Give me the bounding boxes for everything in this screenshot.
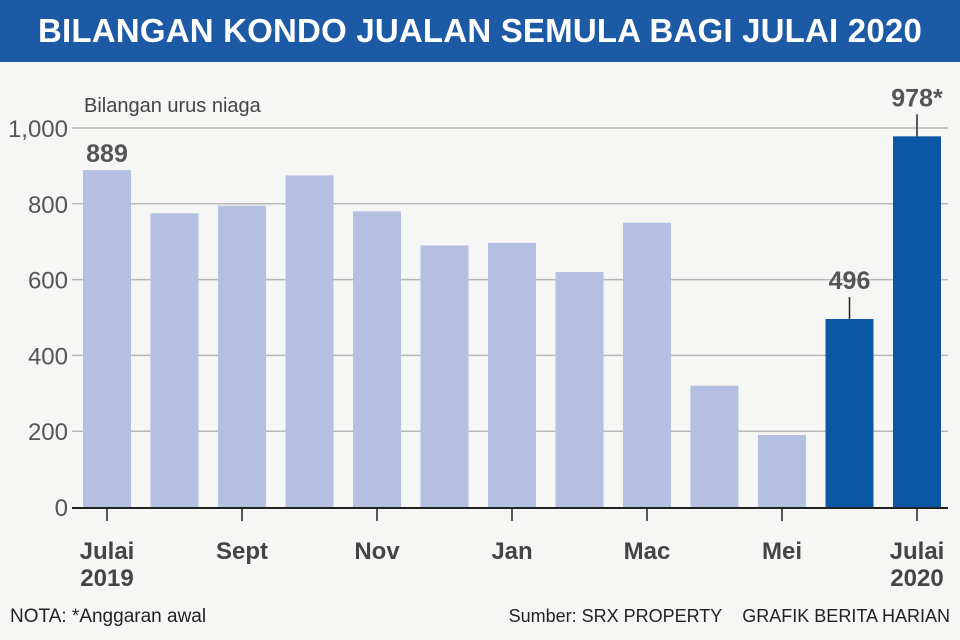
- data-label: 889: [86, 140, 128, 168]
- title-bar: BILANGAN KONDO JUALAN SEMULA BAGI JULAI …: [0, 0, 960, 62]
- y-axis-title: Bilangan urus niaga: [84, 95, 262, 117]
- bar: [825, 319, 874, 507]
- bar-chart: 0 200 400 600 800 1,000 Bilangan urus niaga Jul…: [8, 84, 948, 592]
- data-label: 978*: [891, 84, 943, 112]
- data-label: 496: [829, 267, 871, 295]
- bar: [623, 222, 671, 507]
- x-tick-label: Mei: [762, 538, 802, 565]
- y-tick-label: 200: [28, 419, 68, 446]
- source-text: Sumber: SRX PROPERTY: [508, 606, 723, 626]
- bar: [420, 245, 469, 508]
- x-tick-label: Nov: [354, 538, 400, 565]
- bar: [893, 136, 941, 507]
- y-tick-label: 800: [28, 192, 68, 219]
- x-tick-label: 2020: [890, 565, 943, 592]
- x-tick-label: Sept: [216, 538, 268, 565]
- y-tick-label: 1,000: [8, 116, 68, 143]
- bar: [758, 434, 806, 507]
- bar: [285, 175, 334, 507]
- bar: [690, 385, 739, 507]
- bar: [353, 211, 401, 507]
- bar: [488, 242, 536, 507]
- bar: [218, 205, 266, 507]
- x-tick-label: Mac: [624, 538, 671, 565]
- chart-title: BILANGAN KONDO JUALAN SEMULA BAGI JULAI …: [38, 12, 922, 49]
- source-line: Sumber: SRX PROPERTY GRAFIK BERITA HARIA…: [509, 606, 950, 627]
- bar: [555, 272, 604, 507]
- x-tick-label: 2019: [80, 565, 133, 592]
- credit-text: GRAFIK BERITA HARIAN: [742, 606, 950, 626]
- y-tick-label: 0: [55, 495, 68, 522]
- x-tick-label: Julai: [80, 538, 135, 565]
- bar: [150, 213, 199, 507]
- x-tick-label: Jan: [491, 538, 532, 565]
- x-tick-label: Julai: [890, 538, 945, 565]
- bar: [83, 170, 131, 507]
- footnote: NOTA: *Anggaran awal: [10, 606, 207, 627]
- y-tick-label: 400: [28, 343, 68, 370]
- y-tick-label: 600: [28, 268, 68, 295]
